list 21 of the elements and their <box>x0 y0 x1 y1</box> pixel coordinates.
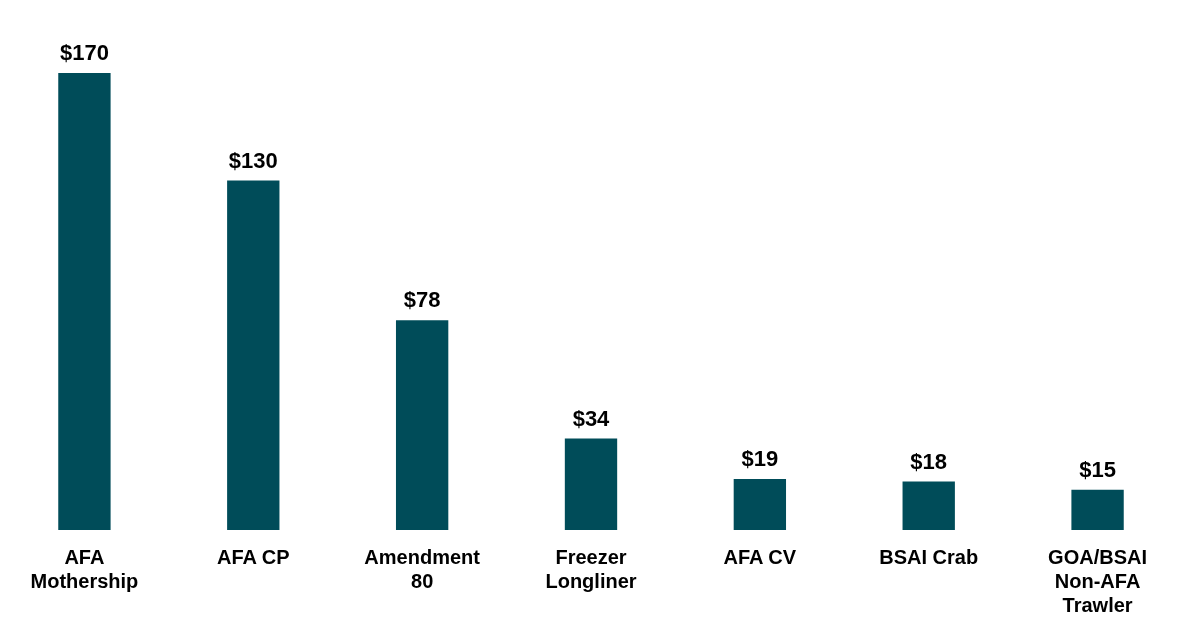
data-label: $170 <box>59 39 109 65</box>
bar <box>1071 489 1124 530</box>
x-tick-label: BSAI Crab <box>879 545 979 568</box>
bar <box>733 478 787 530</box>
x-tick-label: Freezer Longliner <box>545 545 637 592</box>
bar <box>227 180 280 530</box>
x-tick-label: AFA CP <box>216 545 290 568</box>
data-label: $18 <box>910 448 948 474</box>
x-tick-label: AFA CV <box>723 545 797 568</box>
data-label: $130 <box>228 147 278 173</box>
x-tick-label: AFA Mothership <box>30 545 139 592</box>
data-label: $15 <box>1079 456 1116 482</box>
data-label: $78 <box>403 287 441 313</box>
bar <box>902 481 955 530</box>
bar <box>58 72 111 530</box>
data-label: $34 <box>572 405 611 431</box>
x-tick-label: GOA/BSAI Non-AFA Trawler <box>1048 545 1148 616</box>
bar <box>564 438 618 530</box>
bar <box>395 320 449 530</box>
data-label: $19 <box>741 445 779 471</box>
x-tick-label: Amendment 80 <box>364 545 481 592</box>
